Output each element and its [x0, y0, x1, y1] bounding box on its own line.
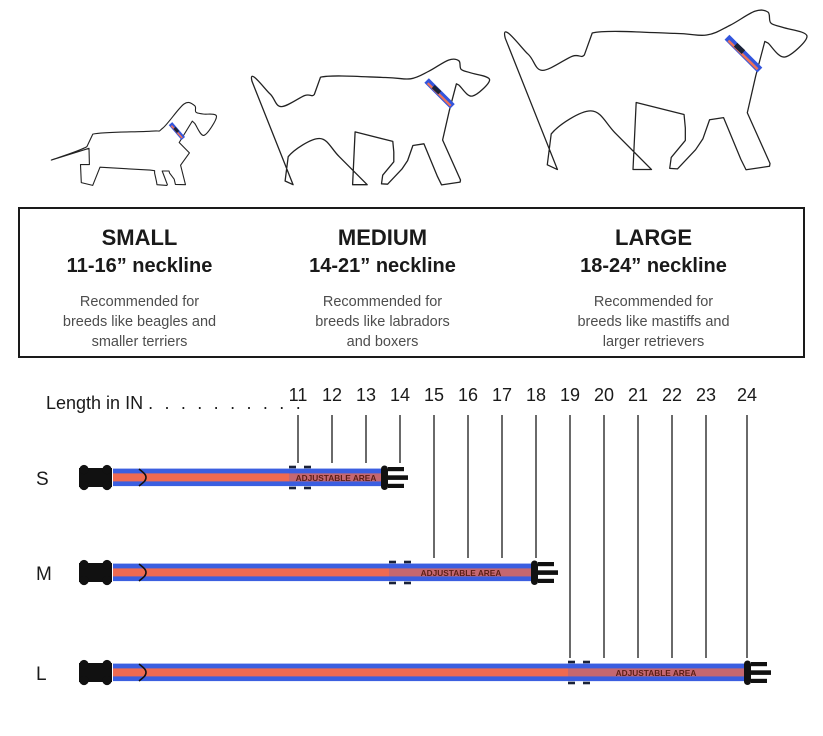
svg-text:22: 22: [662, 385, 682, 405]
svg-text:ADJUSTABLE AREA: ADJUSTABLE AREA: [421, 568, 502, 578]
svg-text:14: 14: [390, 385, 410, 405]
svg-text:15: 15: [424, 385, 444, 405]
svg-text:ADJUSTABLE AREA: ADJUSTABLE AREA: [296, 473, 377, 483]
svg-text:11: 11: [289, 385, 308, 405]
svg-text:16: 16: [458, 385, 478, 405]
svg-text:ADJUSTABLE AREA: ADJUSTABLE AREA: [616, 668, 697, 678]
svg-text:13: 13: [356, 385, 376, 405]
svg-text:17: 17: [492, 385, 512, 405]
svg-text:12: 12: [322, 385, 342, 405]
svg-text:23: 23: [696, 385, 716, 405]
svg-text:20: 20: [594, 385, 614, 405]
svg-text:18: 18: [526, 385, 546, 405]
svg-text:19: 19: [560, 385, 580, 405]
svg-text:24: 24: [737, 385, 757, 405]
svg-text:21: 21: [628, 385, 648, 405]
